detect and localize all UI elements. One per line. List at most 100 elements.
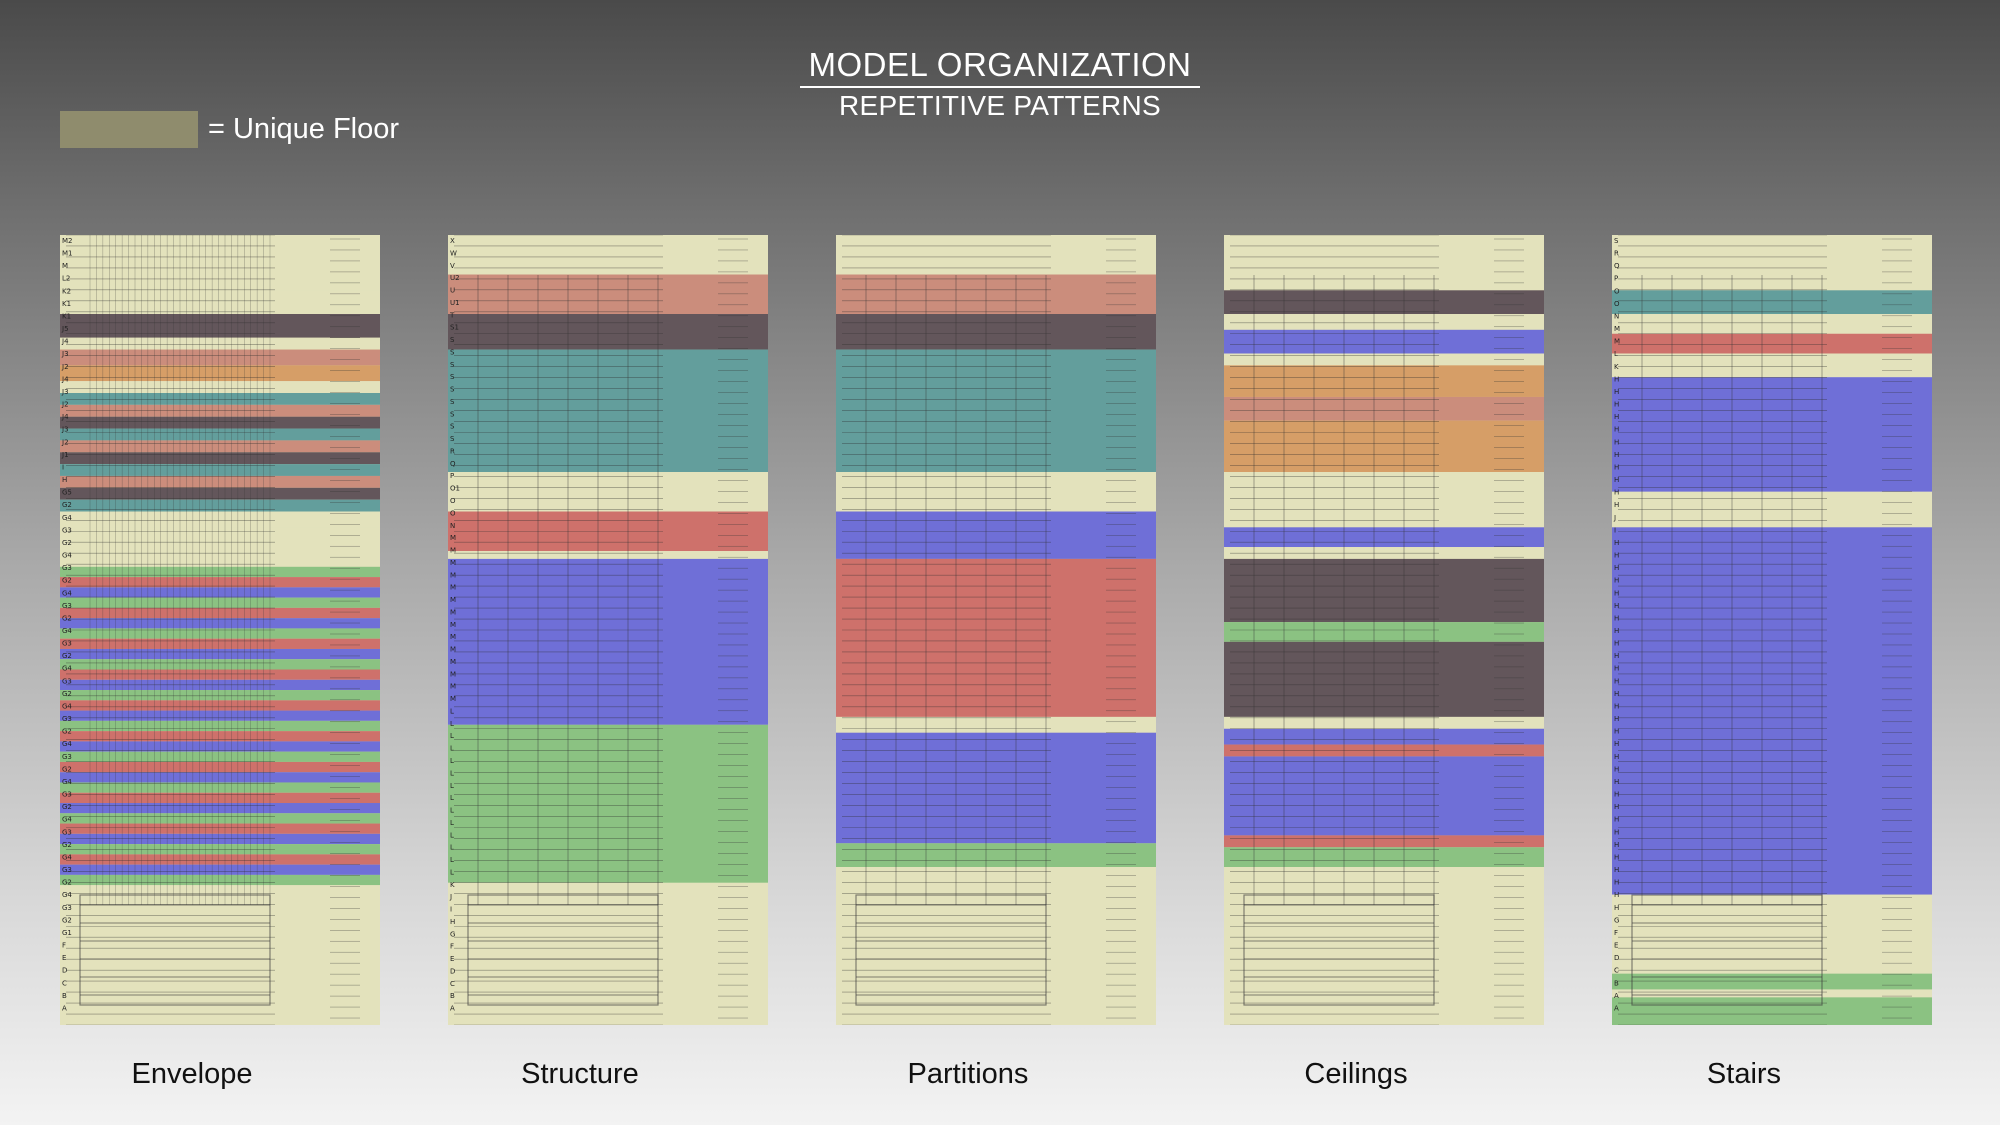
floor-band (60, 452, 380, 465)
floor-band (836, 472, 1156, 512)
level-letter: G2 (62, 879, 72, 887)
level-letter: K (450, 881, 455, 889)
elevation-partitions (836, 235, 1156, 1025)
level-letter: G4 (62, 816, 72, 824)
level-letter: G3 (62, 828, 72, 836)
level-letter: G3 (62, 640, 72, 648)
level-letter: L (450, 819, 454, 827)
floor-band (836, 235, 1156, 275)
level-letter: M2 (62, 237, 73, 245)
level-letter: G4 (62, 853, 72, 861)
level-letter: O (450, 497, 456, 505)
floor-band (60, 720, 380, 732)
level-letter: M (450, 695, 456, 703)
level-letter: H (1614, 602, 1619, 610)
level-letter: S (450, 410, 455, 418)
level-letter: H (1614, 816, 1619, 824)
level-letter: H (1614, 552, 1619, 560)
floor-band (1224, 290, 1544, 314)
level-letter: G3 (62, 602, 72, 610)
level-letter: M (450, 571, 456, 579)
level-letter: H (1614, 866, 1619, 874)
level-letter: G3 (62, 904, 72, 912)
level-letter: G4 (62, 665, 72, 673)
floor-band (60, 833, 380, 845)
level-letter: C (1614, 967, 1619, 975)
floor-band (60, 772, 380, 783)
panel-partitions (836, 235, 1156, 1025)
floor-band (60, 823, 380, 834)
level-letter: A (1614, 1004, 1619, 1012)
floor-band (60, 511, 380, 528)
floor-band (836, 716, 1156, 733)
floor-band (60, 487, 380, 500)
level-letter: F (450, 943, 454, 951)
legend: = Unique Floor (60, 111, 399, 148)
level-letter: M (450, 670, 456, 678)
level-letter: L (450, 732, 454, 740)
level-letter: G (1614, 916, 1619, 924)
level-letter: G3 (62, 526, 72, 534)
floor-band (1224, 867, 1544, 1025)
floor-band (60, 440, 380, 453)
level-letter: G4 (62, 740, 72, 748)
level-letter: L (450, 757, 454, 765)
label-ceilings: Ceilings (1304, 1058, 1408, 1090)
level-letter: G2 (62, 539, 72, 547)
level-letter: J (1613, 514, 1616, 522)
diagram-title: MODEL ORGANIZATION REPETITIVE PATTERNS (0, 46, 2000, 122)
floor-band (60, 761, 380, 773)
level-letter: H (1614, 665, 1619, 673)
level-letter: H (1614, 740, 1619, 748)
level-letter: G2 (62, 728, 72, 736)
level-letter: G4 (62, 627, 72, 635)
floor-band (60, 577, 380, 588)
level-letter: L (450, 769, 454, 777)
floor-band (448, 724, 768, 883)
level-letter: G2 (62, 803, 72, 811)
floor-band (60, 628, 380, 639)
level-letter: G2 (62, 690, 72, 698)
floor-band (60, 475, 380, 488)
level-letter: M (450, 633, 456, 641)
floor-band (60, 314, 380, 338)
level-letter: S (450, 435, 455, 443)
level-letter: H (1614, 891, 1619, 899)
level-letter: M (450, 608, 456, 616)
level-letter: C (62, 979, 67, 987)
level-letter: H (1614, 728, 1619, 736)
floor-band (1224, 558, 1544, 623)
level-letter: J5 (61, 325, 69, 333)
level-letter: S (450, 373, 455, 381)
floor-band (836, 511, 1156, 559)
floor-band (1224, 420, 1544, 472)
level-letter: G4 (62, 702, 72, 710)
floor-band (60, 864, 380, 875)
floor-band (60, 669, 380, 680)
floor-band (60, 337, 380, 350)
level-letter: G2 (62, 841, 72, 849)
level-letter: H (1614, 828, 1619, 836)
level-letter: Q (450, 460, 456, 468)
level-letter: U2 (450, 274, 460, 282)
level-letter: H (1614, 702, 1619, 710)
level-letter: J3 (61, 426, 69, 434)
floor-band (60, 741, 380, 752)
level-letter: H (1614, 501, 1619, 509)
floor-band (60, 854, 380, 865)
level-letter: R (1614, 250, 1619, 258)
level-letter: H (1614, 690, 1619, 698)
level-letter: S (450, 423, 455, 431)
level-letter: M (62, 262, 68, 270)
panel-envelope: M2 M1 M L2 K2 K1 K1 J5 J4 J3 J2 J4 J3 J2 J4 J3 J2 J1 I H G5 G… (60, 235, 380, 1025)
level-letter: G3 (62, 677, 72, 685)
level-letter: I (1614, 526, 1616, 534)
level-letter: G2 (62, 916, 72, 924)
level-letter: H (1614, 438, 1619, 446)
floor-band (60, 874, 380, 886)
level-letter: G4 (62, 514, 72, 522)
floor-band (60, 618, 380, 629)
floor-band (1612, 377, 1932, 492)
level-letter: G3 (62, 791, 72, 799)
